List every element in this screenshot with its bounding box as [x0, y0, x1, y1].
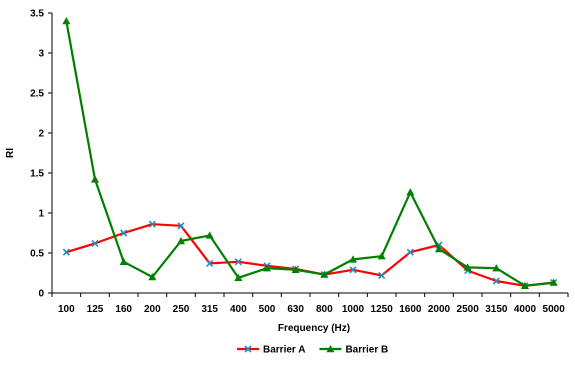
x-tick-label: 250: [173, 304, 190, 315]
x-tick-label: 3150: [485, 304, 508, 315]
x-marker-icon: [492, 277, 500, 285]
x-marker-icon: [378, 271, 386, 279]
series-barrier-b: [62, 17, 558, 289]
triangle-marker-icon: [549, 278, 558, 286]
y-tick-label: 3.5: [30, 9, 44, 20]
legend-item: Barrier B: [319, 345, 388, 356]
series-layer: [62, 17, 558, 290]
triangle-marker-icon: [119, 257, 128, 265]
y-tick-label: 3: [38, 49, 44, 60]
x-marker-icon: [62, 248, 70, 256]
x-marker-icon: [177, 222, 185, 230]
x-tick-label: 200: [144, 304, 161, 315]
y-tick-label: 0.5: [30, 249, 44, 260]
y-tick-label: 2.5: [30, 89, 44, 100]
series-barrier-a: [62, 220, 558, 290]
x-tick-label: 125: [87, 304, 104, 315]
triangle-marker-icon: [377, 252, 386, 260]
y-tick-label: 1: [38, 209, 44, 220]
x-tick-label: 500: [259, 304, 276, 315]
x-axis-ticks: 100 125 160 200 250 315 400 500 630 800 1000 1250 16…: [51, 293, 569, 315]
x-tick-label: 800: [316, 304, 333, 315]
x-tick-label: 315: [201, 304, 218, 315]
y-axis-ticks: 0 0.5 1 1.5 2 2.5 3 3.5: [30, 9, 52, 300]
x-tick-label: 1250: [371, 304, 394, 315]
series-line: [66, 223, 554, 287]
y-tick-label: 0: [38, 289, 44, 300]
x-tick-label: 100: [58, 304, 75, 315]
triangle-marker-icon: [291, 265, 300, 273]
triangle-marker-icon: [349, 255, 357, 263]
x-axis-title: Frequency (Hz): [278, 323, 350, 334]
x-marker-icon: [148, 220, 156, 228]
x-tick-label: 400: [230, 304, 247, 315]
triangle-marker-icon: [492, 264, 501, 272]
legend-item: Barrier A: [237, 345, 305, 356]
triangle-marker-icon: [320, 270, 329, 278]
triangle-marker-icon: [435, 245, 443, 253]
legend-label: Barrier B: [345, 345, 388, 356]
triangle-marker-icon: [148, 273, 157, 281]
x-marker-icon: [91, 239, 99, 247]
triangle-marker-icon: [521, 281, 529, 289]
x-tick-label: 2000: [428, 304, 451, 315]
x-tick-label: 1600: [399, 304, 422, 315]
triangle-marker-icon: [326, 345, 335, 353]
x-tick-label: 5000: [543, 304, 566, 315]
triangle-marker-icon: [263, 264, 271, 272]
x-marker-icon: [206, 259, 214, 267]
axes: [51, 13, 568, 294]
x-marker-icon: [234, 258, 242, 266]
x-marker-icon: [244, 345, 252, 353]
triangle-marker-icon: [406, 188, 415, 196]
triangle-marker-icon: [205, 231, 214, 239]
y-tick-label: 2: [38, 129, 44, 140]
x-marker-icon: [406, 248, 414, 256]
y-tick-label: 1.5: [30, 169, 44, 180]
triangle-marker-icon: [463, 263, 472, 271]
triangle-marker-icon: [62, 17, 71, 25]
x-tick-label: 4000: [514, 304, 537, 315]
legend-label: Barrier A: [263, 345, 305, 356]
y-axis-title: RI: [5, 148, 16, 158]
triangle-marker-icon: [177, 237, 185, 245]
triangle-marker-icon: [234, 273, 243, 281]
triangle-marker-icon: [91, 175, 99, 183]
x-tick-label: 1000: [342, 304, 365, 315]
series-line: [65, 20, 554, 287]
x-tick-label: 630: [287, 304, 304, 315]
x-marker-icon: [120, 229, 128, 237]
legend: Barrier A Barrier B: [237, 345, 388, 356]
x-tick-label: 160: [115, 304, 132, 315]
x-tick-label: 2500: [457, 304, 480, 315]
x-marker-icon: [349, 266, 357, 274]
